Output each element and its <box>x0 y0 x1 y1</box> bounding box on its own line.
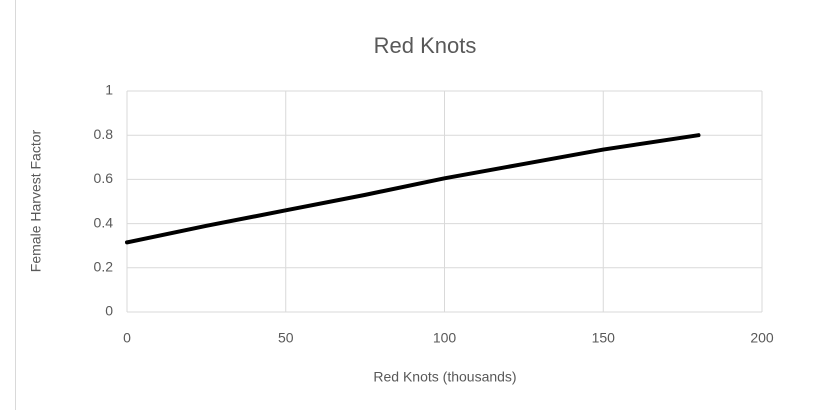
x-tick-label: 0 <box>123 330 131 346</box>
y-tick-label: 1 <box>105 82 113 98</box>
chart-frame <box>15 0 821 410</box>
y-tick-label: 0.4 <box>94 214 114 230</box>
y-axis-label: Female Harvest Factor <box>28 129 44 272</box>
data-line <box>125 133 701 245</box>
x-tick-label: 150 <box>592 330 616 346</box>
y-tick-label: 0 <box>105 303 113 319</box>
y-tick-label: 0.2 <box>94 259 114 275</box>
x-tick-label: 200 <box>750 330 774 346</box>
x-tick-label: 50 <box>278 330 294 346</box>
y-tick-label: 0.6 <box>94 170 114 186</box>
chart-title: Red Knots <box>374 33 477 58</box>
x-tick-label: 100 <box>433 330 457 346</box>
y-tick-label: 0.8 <box>94 126 114 142</box>
x-axis-label: Red Knots (thousands) <box>373 369 516 385</box>
